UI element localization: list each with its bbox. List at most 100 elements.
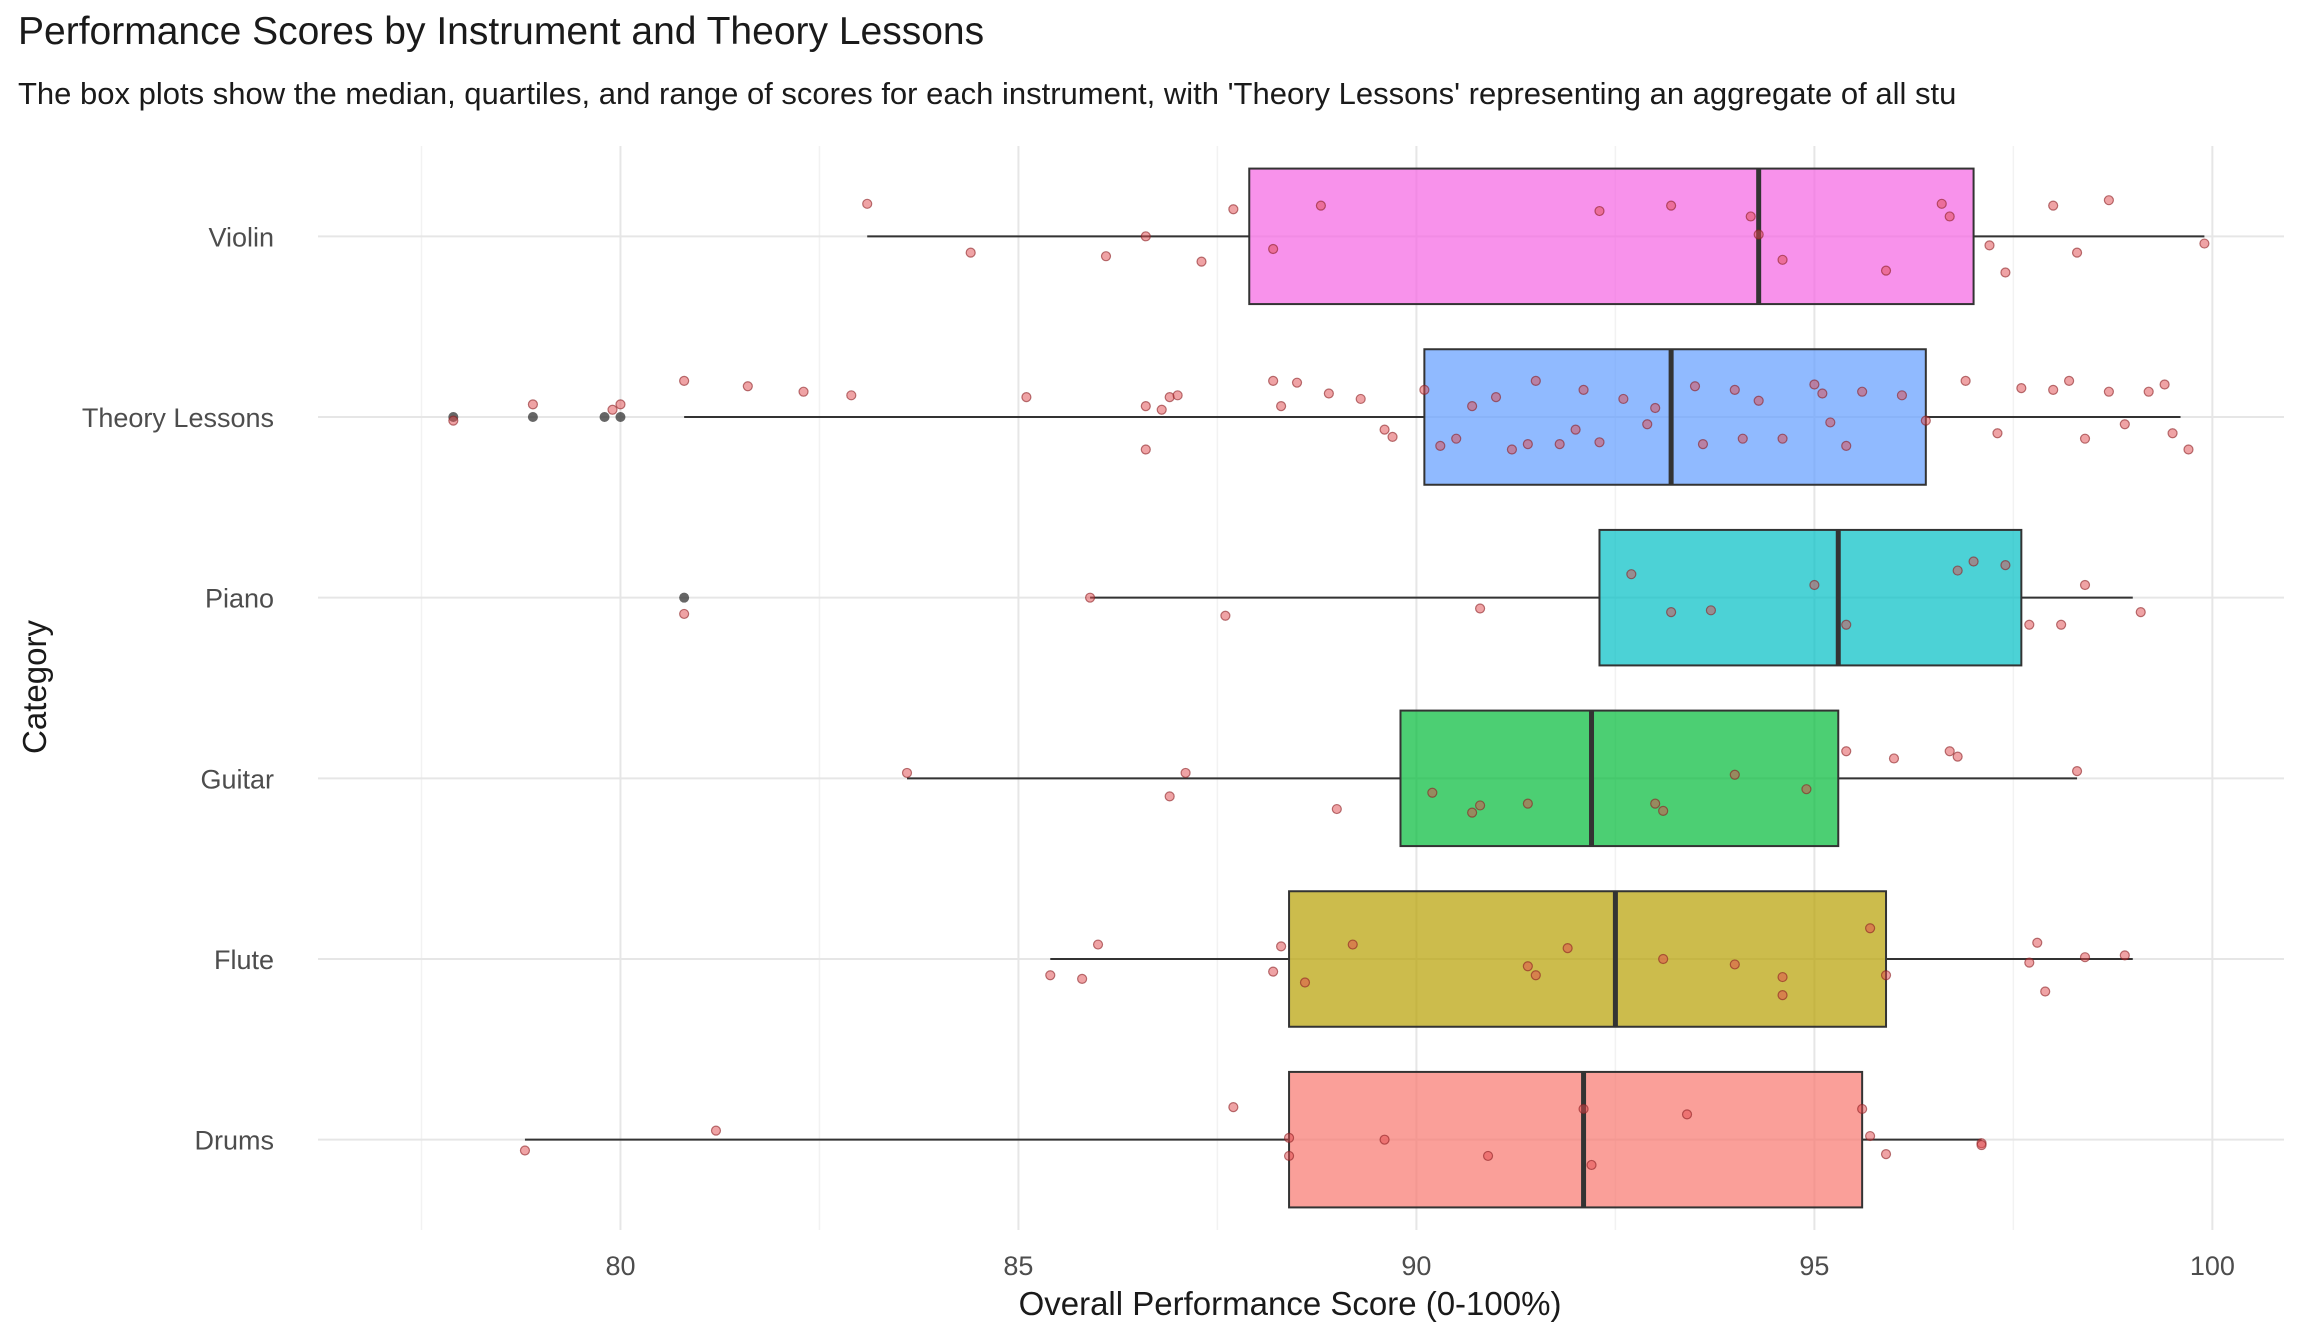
- data-point: [1809, 579, 1820, 591]
- data-point: [1658, 805, 1669, 816]
- data-point: [1880, 1149, 1892, 1160]
- data-point: [1347, 939, 1358, 950]
- data-point: [1817, 388, 1828, 399]
- data-point: [1506, 444, 1518, 455]
- data-point: [1355, 393, 1366, 405]
- y-tick-label: Flute: [214, 945, 274, 975]
- data-point: [1777, 971, 1788, 983]
- y-tick-label: Drums: [195, 1126, 275, 1156]
- box-violin: [1248, 167, 1975, 306]
- data-point: [1140, 231, 1151, 242]
- data-point: [1331, 803, 1342, 815]
- data-point: [1737, 433, 1748, 444]
- data-point: [1666, 200, 1677, 211]
- data-point: [1857, 1103, 1868, 1115]
- data-point: [1379, 424, 1390, 435]
- data-point: [1618, 393, 1629, 405]
- data-point: [1745, 211, 1756, 222]
- data-point: [1968, 556, 1979, 567]
- data-point: [1936, 198, 1947, 209]
- data-point: [1530, 970, 1541, 981]
- data-point: [1220, 610, 1231, 621]
- data-point: [2071, 766, 2083, 777]
- y-tick-label: Theory Lessons: [82, 403, 274, 433]
- data-point: [2183, 444, 2194, 455]
- data-point: [1594, 205, 1605, 217]
- data-point: [1992, 428, 2003, 439]
- data-point: [1045, 970, 1056, 981]
- data-point: [846, 390, 857, 401]
- data-point: [2040, 986, 2051, 997]
- data-point: [1578, 384, 1589, 395]
- data-point: [1729, 769, 1740, 780]
- data-point: [1888, 753, 1900, 764]
- data-point: [2119, 950, 2130, 961]
- data-point: [1666, 607, 1677, 618]
- data-point: [710, 1125, 722, 1136]
- box-flute: [1288, 890, 1888, 1028]
- x-tick-label: 90: [1401, 1251, 1431, 1281]
- data-point: [1474, 603, 1486, 614]
- data-point: [1077, 973, 1088, 984]
- data-point: [1196, 256, 1207, 267]
- data-point: [1570, 424, 1581, 435]
- data-point: [2079, 952, 2091, 963]
- data-point: [607, 404, 618, 415]
- jitter-points: [448, 195, 2210, 1171]
- data-point: [1984, 240, 1995, 251]
- data-point: [1156, 404, 1167, 415]
- data-point: [742, 381, 753, 392]
- data-point: [1268, 243, 1279, 255]
- data-point: [1467, 807, 1478, 818]
- data-point: [1522, 798, 1533, 809]
- y-tick-label: Piano: [205, 584, 274, 614]
- data-point: [1276, 401, 1287, 412]
- data-point: [1283, 1132, 1295, 1143]
- y-tick-label: Guitar: [200, 764, 274, 794]
- data-point: [1642, 419, 1653, 430]
- data-point: [2000, 560, 2011, 571]
- data-point: [1299, 977, 1311, 988]
- data-point: [1777, 990, 1788, 1001]
- chart-title: Performance Scores by Instrument and The…: [18, 10, 985, 53]
- data-point: [1944, 746, 1955, 757]
- data-point: [2056, 619, 2067, 630]
- chart-subtitle: The box plots show the median, quartiles…: [18, 76, 1957, 111]
- data-point: [1427, 787, 1438, 798]
- data-point: [2143, 386, 2154, 397]
- data-point: [1952, 751, 1963, 762]
- data-point: [679, 608, 690, 620]
- y-tick-label: Violin: [208, 222, 274, 252]
- data-point: [1228, 1102, 1239, 1113]
- data-point: [1841, 619, 1852, 630]
- data-point: [448, 415, 459, 426]
- data-point: [1650, 402, 1661, 414]
- data-point: [1952, 565, 1963, 576]
- data-point: [519, 1145, 531, 1156]
- data-point: [1522, 961, 1533, 972]
- data-point: [1276, 941, 1287, 952]
- data-point: [1594, 437, 1605, 448]
- data-point: [1658, 953, 1669, 965]
- data-point: [2119, 419, 2130, 430]
- data-point: [1451, 433, 1462, 444]
- data-point: [1562, 943, 1573, 954]
- data-point: [1865, 923, 1876, 934]
- x-axis-title: Overall Performance Score (0-100%): [1019, 1285, 1562, 1322]
- data-point: [1697, 439, 1709, 450]
- box-guitar: [1399, 709, 1840, 848]
- boxes: [448, 167, 2205, 1209]
- data-point: [1228, 204, 1239, 215]
- grid: [318, 146, 2284, 1230]
- data-point: [2167, 428, 2178, 439]
- data-point: [2032, 937, 2043, 948]
- data-point: [1809, 379, 1820, 390]
- data-point: [2079, 433, 2091, 444]
- data-point: [2135, 607, 2146, 618]
- data-point: [1880, 265, 1892, 276]
- data-point: [1467, 401, 1478, 412]
- data-point: [1315, 200, 1326, 211]
- data-point: [1482, 1150, 1494, 1162]
- data-point: [2159, 379, 2170, 390]
